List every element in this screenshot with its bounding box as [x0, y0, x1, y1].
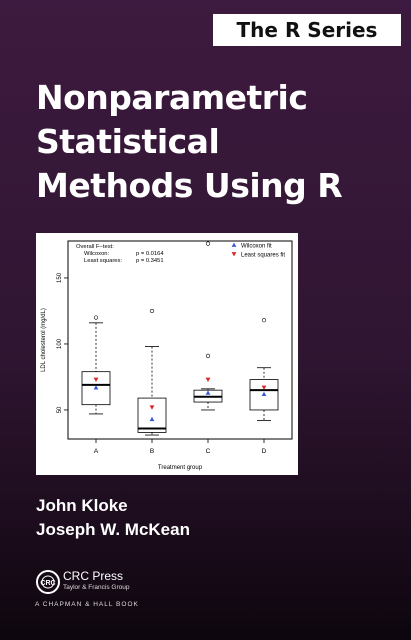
- wilcoxon-fit-A: [93, 385, 99, 390]
- ls-fit-A: [93, 377, 99, 382]
- title-line-3: Methods Using R: [36, 166, 343, 205]
- x-tick-label-A: A: [94, 448, 99, 455]
- y-tick-label-50: 50: [57, 406, 63, 413]
- title-line-1: Nonparametric: [36, 78, 308, 117]
- y-tick-label-100: 100: [57, 338, 63, 349]
- y-tick-label-150: 150: [57, 272, 63, 283]
- legend-marker-0: [231, 242, 237, 247]
- outlier-A-0: [93, 315, 99, 320]
- ls-fit-B: [149, 405, 155, 410]
- legend-label-0: Wilcoxon fit: [241, 243, 272, 249]
- publisher-subtitle: Taylor & Francis Group: [63, 584, 130, 591]
- publisher-name: CRC Press: [63, 569, 124, 583]
- box-B: [137, 397, 167, 433]
- legend-marker-1: [231, 252, 237, 257]
- outlier-B-0: [149, 308, 155, 314]
- outlier-D-0: [261, 318, 267, 323]
- crc-logo-icon: CRC: [36, 570, 60, 594]
- boxplot-svg: 50 100 150 LDL cholesterol (mg/dL) A B C D Treat…: [41, 240, 293, 471]
- y-axis-label: LDL cholesterol (mg/dL): [41, 308, 47, 372]
- annotation-label-0: Overall F−test:: [76, 244, 114, 250]
- x-tick-label-B: B: [150, 448, 154, 455]
- annotation-label-1: Wilcoxon:: [84, 251, 110, 257]
- ls-fit-C: [205, 377, 211, 382]
- x-tick-label-C: C: [206, 448, 211, 455]
- publisher-imprint: A CHAPMAN & HALL BOOK: [35, 601, 139, 608]
- wilcoxon-fit-B: [149, 416, 155, 422]
- x-tick-label-D: D: [262, 448, 267, 455]
- author-1: John Kloke: [36, 496, 128, 515]
- logo-text: CRC: [40, 580, 55, 587]
- book-title: Nonparametric Statistical Methods Using …: [36, 76, 396, 208]
- wilcoxon-fit-D: [261, 391, 267, 397]
- plot-frame: [67, 240, 293, 440]
- wilcoxon-fit-C: [205, 390, 211, 395]
- outlier-C-0: [205, 353, 211, 358]
- cover-boxplot: 50 100 150 LDL cholesterol (mg/dL) A B C D Treat…: [36, 233, 298, 475]
- title-line-2: Statistical: [36, 122, 220, 161]
- author-list: John Kloke Joseph W. McKean: [36, 494, 190, 542]
- outlier-C-1: [205, 241, 211, 246]
- series-badge: The R Series: [213, 14, 401, 46]
- author-2: Joseph W. McKean: [36, 520, 190, 539]
- annotation-value-1: p = 0.0164: [136, 251, 164, 257]
- annotation-value-2: p = 0.3451: [136, 258, 164, 264]
- x-axis-label: Treatment group: [158, 465, 203, 471]
- ls-fit-D: [261, 385, 267, 390]
- annotation-label-2: Least squares:: [84, 258, 122, 264]
- legend-label-1: Least squares fit: [241, 252, 285, 258]
